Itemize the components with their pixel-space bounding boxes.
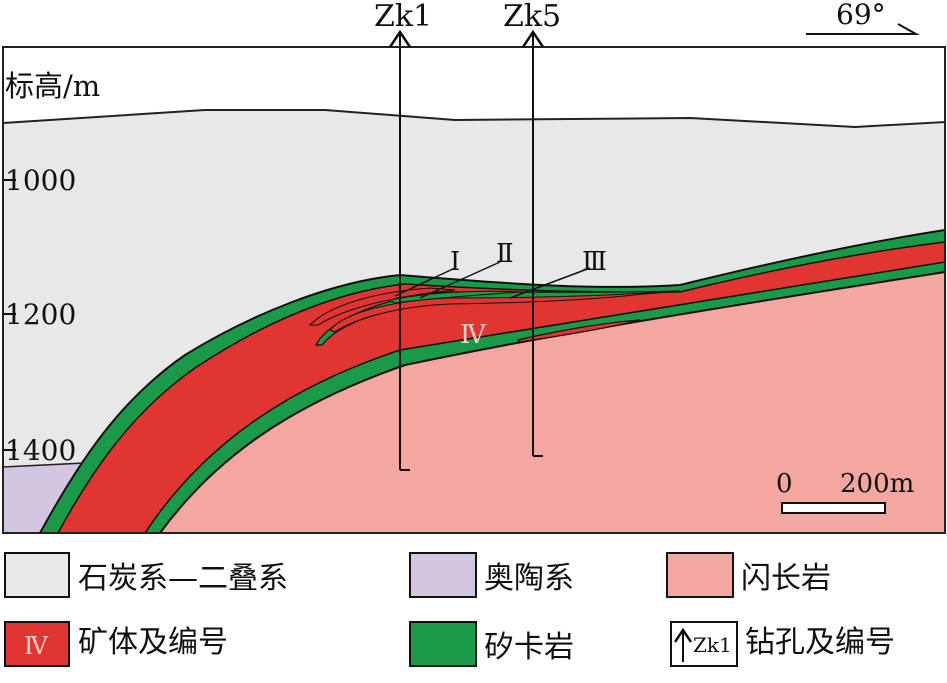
leader-line-iii <box>509 267 591 299</box>
legend-swatch-carboniferous-permian <box>4 552 70 598</box>
elevation-tick-label: 1400 <box>5 434 76 467</box>
orientation-arrow-icon <box>806 23 920 35</box>
legend-ore-symbol: Ⅳ <box>24 632 49 660</box>
legend-label: 矽卡岩 <box>484 630 574 665</box>
leader-line-i <box>394 267 456 297</box>
ore-lens-ii <box>388 290 521 304</box>
legend-swatch-diorite <box>666 552 734 598</box>
ore-lens-i <box>308 287 456 326</box>
orebody-label-iv: Ⅳ <box>460 320 487 350</box>
orientation-label: 69° <box>836 0 886 31</box>
legend-drillhole-symbol: Zk1 <box>693 633 732 657</box>
drillhole-zk5-arrow-icon <box>521 29 545 48</box>
section-frame <box>2 46 946 534</box>
ore-lens-iv <box>516 319 641 343</box>
legend-label: 石炭系—二叠系 <box>78 561 288 596</box>
elevation-tick-label: 1200 <box>5 298 76 331</box>
legend-swatch-skarn <box>409 621 477 667</box>
elevation-tick-label: 1000 <box>5 164 76 197</box>
scale-end-label: 200m <box>840 469 914 499</box>
orebody-label-i: Ⅰ <box>450 247 460 277</box>
legend-label: 矿体及编号 <box>78 625 228 660</box>
diorite-body <box>158 270 946 534</box>
legend-drillhole-arrow-icon <box>673 627 693 643</box>
legend-label: 闪长岩 <box>741 561 831 596</box>
drillhole-zk1-arrow-icon <box>388 29 412 48</box>
legend: 石炭系—二叠系 奥陶系 闪长岩 Ⅳ 矿体及编号 矽卡岩 Zk1 钻孔及编号 <box>4 552 895 667</box>
leader-line-ii <box>419 261 501 299</box>
scale-start-label: 0 <box>776 469 793 499</box>
orebody-label-iii: Ⅲ <box>582 247 607 277</box>
scale-bar <box>781 502 886 514</box>
drillhole-zk1-label: Zk1 <box>374 0 432 34</box>
elevation-axis-label: 标高/m <box>5 69 100 103</box>
legend-swatch-ordovician <box>409 552 477 598</box>
drillhole-zk5-label: Zk5 <box>503 0 561 34</box>
orebody-label-ii: Ⅱ <box>496 239 514 269</box>
legend-label: 奥陶系 <box>484 561 574 596</box>
legend-label: 钻孔及编号 <box>745 625 895 660</box>
legend-swatch-ore-body <box>4 621 70 667</box>
